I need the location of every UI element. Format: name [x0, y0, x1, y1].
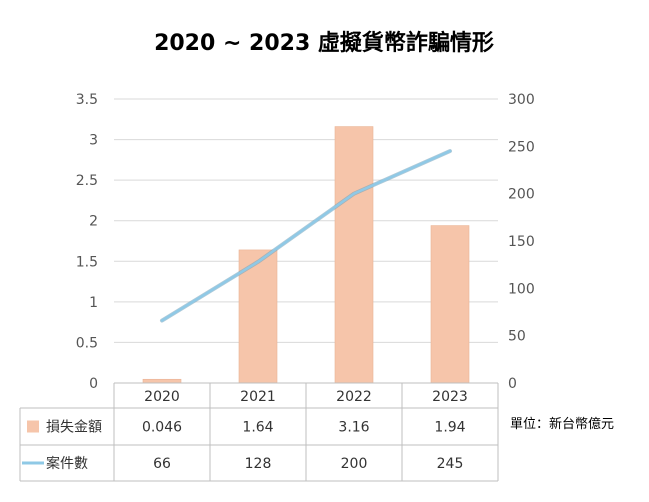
right-tick-label: 0 — [508, 376, 517, 392]
right-tick-label: 150 — [508, 234, 535, 250]
data-label: 66 — [153, 456, 171, 472]
left-tick-label: 0.5 — [76, 335, 98, 351]
bar — [431, 226, 469, 383]
right-tick-label: 300 — [508, 92, 535, 108]
right-tick-label: 250 — [508, 139, 535, 155]
left-tick-label: 1.5 — [76, 254, 98, 270]
data-label: 128 — [245, 456, 272, 472]
left-tick-label: 2 — [89, 214, 98, 230]
data-label: 1.64 — [242, 420, 273, 436]
right-tick-label: 50 — [508, 329, 526, 345]
data-label: 200 — [341, 456, 368, 472]
left-tick-label: 0 — [89, 376, 98, 392]
chart-title: 2020 ~ 2023 虛擬貨幣詐騙情形 — [154, 30, 494, 56]
bar — [143, 379, 181, 383]
category-label: 2020 — [144, 389, 180, 405]
left-tick-label: 3.5 — [76, 92, 98, 108]
legend-label: 損失金額 — [46, 420, 102, 436]
data-label: 1.94 — [434, 420, 465, 436]
right-axis: 0 50 100 150 200 250 300 — [508, 92, 535, 392]
category-label: 2022 — [336, 389, 372, 405]
right-tick-label: 200 — [508, 187, 535, 203]
category-label: 2021 — [240, 389, 276, 405]
data-label: 3.16 — [338, 420, 369, 436]
data-label: 0.046 — [142, 420, 182, 436]
left-axis: 0 0.5 1 1.5 2 2.5 3 3.5 — [76, 92, 98, 392]
category-label: 2023 — [432, 389, 468, 405]
left-tick-label: 2.5 — [76, 173, 98, 189]
legend-swatch-bar — [27, 421, 39, 433]
bar — [335, 127, 373, 383]
series-line — [162, 151, 450, 320]
data-label: 245 — [437, 456, 464, 472]
line-series-cases — [162, 151, 450, 321]
data-table: 2020 2021 2022 2023 損失金額 0.046 1.64 3.16 1.94 案件數… — [20, 383, 498, 481]
left-tick-label: 1 — [89, 295, 98, 311]
legend-label: 案件數 — [46, 455, 88, 472]
unit-note: 單位：新台幣億元 — [510, 416, 614, 432]
right-tick-label: 100 — [508, 281, 535, 297]
left-tick-label: 3 — [89, 133, 98, 149]
